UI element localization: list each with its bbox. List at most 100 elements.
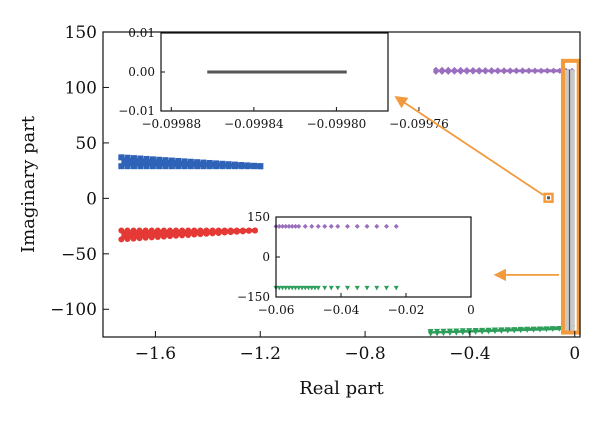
data-point <box>187 163 194 170</box>
data-point <box>118 236 125 243</box>
data-point <box>476 68 483 75</box>
data-point <box>470 68 477 75</box>
data-point <box>168 157 175 164</box>
data-point <box>445 68 452 75</box>
data-point <box>293 223 298 229</box>
data-point <box>118 154 125 161</box>
data-point <box>384 285 389 291</box>
inset-top-axis-ticks: −0.09988 −0.09984 −0.09980 −0.09976 −0.01 0.0… <box>118 26 449 131</box>
data-point <box>280 223 285 229</box>
inset-bottom: −0.06 −0.04 −0.02 0 −150 0 150 <box>237 210 475 317</box>
data-point <box>538 68 545 75</box>
data-point <box>491 328 498 335</box>
main-plot-frame <box>102 31 581 338</box>
x-tick-label: −0.4 <box>449 344 490 364</box>
y-tick-label: −0.01 <box>118 104 155 118</box>
data-point <box>225 163 232 170</box>
data-point <box>166 227 173 234</box>
data-point <box>432 68 439 75</box>
x-tick-label: −1.2 <box>240 344 281 364</box>
inset-top: −0.09988 −0.09984 −0.09980 −0.09976 −0.01 0.0… <box>118 26 449 131</box>
data-point <box>276 285 282 291</box>
data-point <box>124 235 131 242</box>
data-point <box>136 227 143 234</box>
x-tick-label: 0 <box>467 303 475 317</box>
data-point <box>498 328 505 334</box>
data-point <box>137 163 144 170</box>
data-point <box>286 223 292 229</box>
data-point <box>289 285 295 291</box>
data-point <box>154 227 161 234</box>
data-point <box>309 223 315 229</box>
data-point <box>556 326 563 332</box>
data-point <box>168 163 175 170</box>
x-tick-label: −0.04 <box>323 303 360 317</box>
data-point <box>124 163 131 170</box>
data-point <box>148 234 155 241</box>
data-point <box>136 235 143 242</box>
data-point <box>393 285 399 291</box>
y-tick-label: 0.00 <box>128 65 155 79</box>
data-point <box>354 223 360 229</box>
data-point <box>209 230 216 237</box>
data-point <box>536 326 543 333</box>
data-point <box>472 329 479 335</box>
data-point <box>227 229 234 236</box>
data-point <box>289 223 295 229</box>
data-point <box>212 70 215 74</box>
data-point <box>393 223 399 229</box>
data-point <box>457 68 464 75</box>
main-series-layer <box>118 66 576 337</box>
data-point <box>315 223 321 229</box>
main-plot: −1.6 −1.2 −0.8 −0.4 0 −100 −50 0 50 100 150 Real p… <box>18 23 581 399</box>
data-point <box>374 223 380 229</box>
highlight-box-tall <box>560 58 581 335</box>
data-point <box>488 68 495 75</box>
data-point <box>524 327 531 333</box>
data-point <box>525 68 532 75</box>
data-point <box>384 223 389 229</box>
data-point <box>550 67 557 74</box>
highlight-box-point <box>547 196 551 200</box>
data-point <box>312 285 318 291</box>
data-point <box>549 326 556 332</box>
data-point <box>149 156 156 163</box>
data-point <box>466 329 473 336</box>
data-point <box>296 285 302 291</box>
inset-bottom-series-triangle-down <box>273 285 399 291</box>
x-tick-label: −0.09980 <box>307 117 367 131</box>
data-point <box>479 329 486 335</box>
data-point <box>148 227 155 234</box>
data-point <box>299 285 305 291</box>
data-point <box>213 163 220 170</box>
data-point <box>142 227 149 234</box>
data-point <box>207 70 210 74</box>
data-point <box>233 228 240 235</box>
callout-arrow <box>394 96 544 196</box>
data-point <box>451 68 458 75</box>
data-point <box>296 223 302 229</box>
data-point <box>440 330 447 337</box>
data-point <box>203 230 210 237</box>
data-point <box>257 163 264 170</box>
data-point <box>142 234 149 241</box>
data-point <box>328 285 334 291</box>
data-point <box>209 70 212 74</box>
data-point <box>118 227 125 234</box>
data-point <box>517 327 524 334</box>
data-point <box>315 285 321 291</box>
series-square-0 <box>118 154 264 170</box>
data-point <box>250 163 257 170</box>
data-point <box>286 285 292 291</box>
series-square-4 <box>564 69 575 332</box>
x-tick-label: −0.09976 <box>389 117 449 131</box>
y-tick-label: 50 <box>75 134 97 154</box>
data-point <box>543 326 550 333</box>
data-point <box>185 227 192 234</box>
data-point <box>463 68 470 75</box>
data-point <box>156 163 163 170</box>
data-point <box>309 285 315 291</box>
x-tick-label: −0.09988 <box>141 117 201 131</box>
data-point <box>154 233 161 240</box>
x-tick-label: −0.06 <box>258 303 295 317</box>
